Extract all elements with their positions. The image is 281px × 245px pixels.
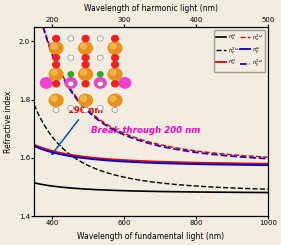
X-axis label: Wavelength of fundamental light (nm): Wavelength of fundamental light (nm) [78, 232, 225, 241]
Text: Break through 200 nm: Break through 200 nm [91, 126, 200, 135]
X-axis label: Wavelength of harmonic light (nm): Wavelength of harmonic light (nm) [84, 4, 218, 13]
Text: 196 nm: 196 nm [52, 106, 103, 154]
Legend: $n_z^{\omega}$, $n_z^{2\omega}$, $n_x^{\omega}$, $n_x^{2\omega}$, $n_y^{\omega}$: $n_z^{\omega}$, $n_z^{2\omega}$, $n_x^{\… [214, 30, 265, 73]
Y-axis label: Refractive index: Refractive index [4, 90, 13, 153]
